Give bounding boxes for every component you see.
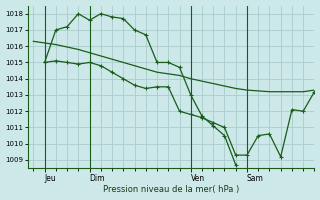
X-axis label: Pression niveau de la mer( hPa ): Pression niveau de la mer( hPa ) — [103, 185, 239, 194]
